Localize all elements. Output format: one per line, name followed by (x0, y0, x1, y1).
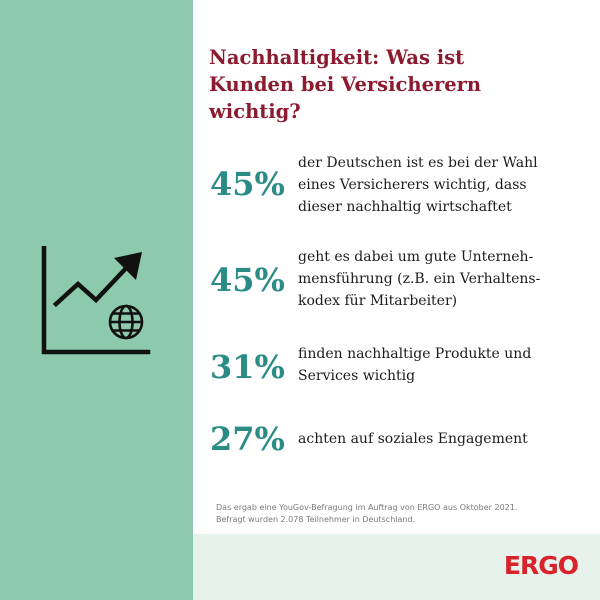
stat-description-line: eines Versicherers wichtig, dass (298, 177, 527, 193)
stat-description-line: mensführung (z.B. ein Verhaltens- (298, 271, 541, 287)
stat-value: 45% (210, 165, 285, 203)
stat-description-line: achten auf soziales Engagement (298, 431, 528, 447)
footnote-line-2: Befragt wurden 2.078 Teilnehmer in Deuts… (216, 515, 416, 524)
stat-value: 27% (210, 420, 285, 458)
headline-line-1: Nachhaltigkeit: Was ist (209, 46, 465, 69)
stat-description: der Deutschen ist es bei der Wahl eines … (298, 152, 588, 218)
stat-description-line: der Deutschen ist es bei der Wahl (298, 155, 538, 171)
stat-description: finden nachhaltige Produkte und Services… (298, 343, 588, 387)
stat-description-line: dieser nachhaltig wirtschaftet (298, 199, 512, 215)
stat-description: achten auf soziales Engagement (298, 428, 588, 450)
left-panel (0, 0, 193, 600)
stat-value: 31% (210, 348, 285, 386)
stat-description-line: kodex für Mitarbeiter) (298, 293, 458, 309)
headline-line-3: wichtig? (209, 100, 301, 123)
growth-chart-globe-icon (41, 246, 151, 355)
stat-description: geht es dabei um gute Unterneh- mensführ… (298, 246, 588, 312)
source-footnote: Das ergab eine YouGov-Befragung im Auftr… (216, 502, 517, 526)
stat-description-line: Services wichtig (298, 368, 416, 384)
stat-value: 45% (210, 261, 285, 299)
footnote-line-1: Das ergab eine YouGov-Befragung im Auftr… (216, 503, 518, 512)
headline-line-2: Kunden bei Versicherern (209, 73, 482, 96)
stat-description-line: finden nachhaltige Produkte und (298, 346, 532, 362)
footer-band (193, 534, 600, 600)
headline: Nachhaltigkeit: Was ist Kunden bei Versi… (209, 44, 569, 125)
stat-description-line: geht es dabei um gute Unterneh- (298, 249, 534, 265)
ergo-logo: ERGO (503, 551, 579, 580)
